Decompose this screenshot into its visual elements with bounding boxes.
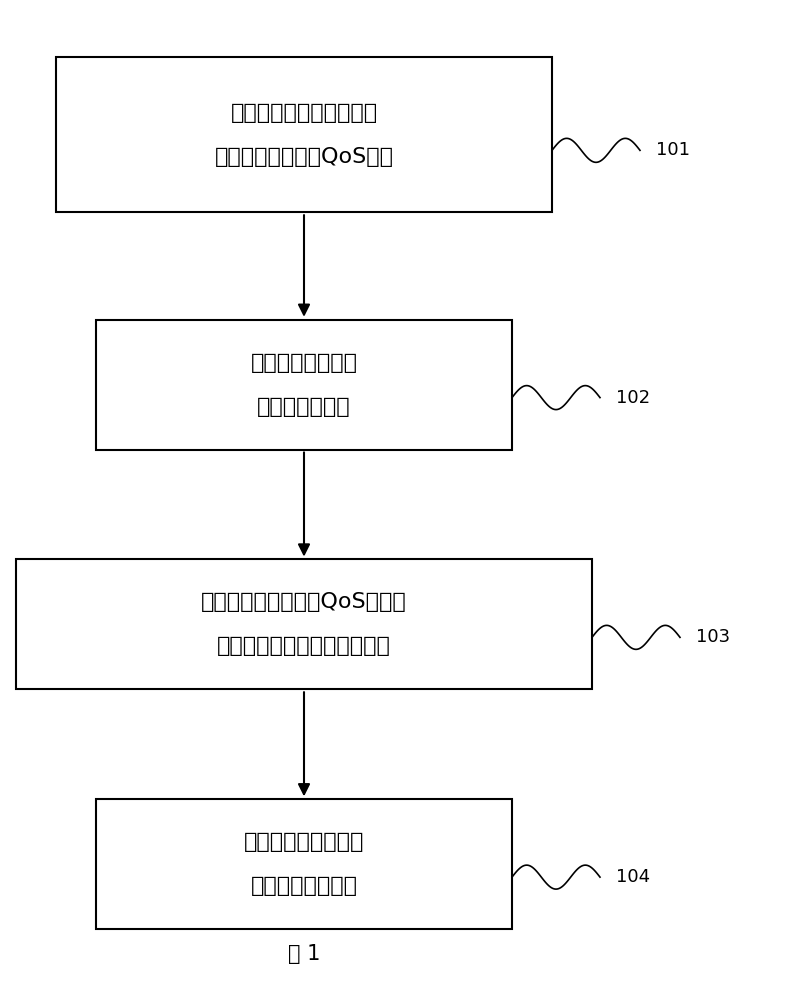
Text: 确定被探测终止结点的地: 确定被探测终止结点的地 bbox=[230, 103, 378, 123]
Text: 图 1: 图 1 bbox=[288, 944, 320, 964]
Bar bbox=[96, 320, 512, 450]
Text: 103: 103 bbox=[696, 628, 730, 646]
Text: 记录探测响应时的时: 记录探测响应时的时 bbox=[244, 832, 364, 852]
Text: 104: 104 bbox=[616, 868, 650, 886]
Bar bbox=[56, 57, 552, 213]
Text: 行调度和处理，返回探测响应: 行调度和处理，返回探测响应 bbox=[217, 636, 391, 656]
Text: 发起探测请求，并: 发起探测请求，并 bbox=[250, 353, 358, 373]
Text: 102: 102 bbox=[616, 389, 650, 407]
Bar bbox=[96, 799, 512, 929]
Text: 101: 101 bbox=[656, 141, 690, 160]
Text: 址，及需要探测的QoS等级: 址，及需要探测的QoS等级 bbox=[214, 147, 394, 167]
Bar bbox=[16, 559, 592, 689]
Text: 标识该探测请求: 标识该探测请求 bbox=[257, 397, 351, 417]
Text: 被探测终止结点根据QoS等级进: 被探测终止结点根据QoS等级进 bbox=[201, 592, 407, 612]
Text: 间戳，并进行计算: 间戳，并进行计算 bbox=[250, 876, 358, 896]
